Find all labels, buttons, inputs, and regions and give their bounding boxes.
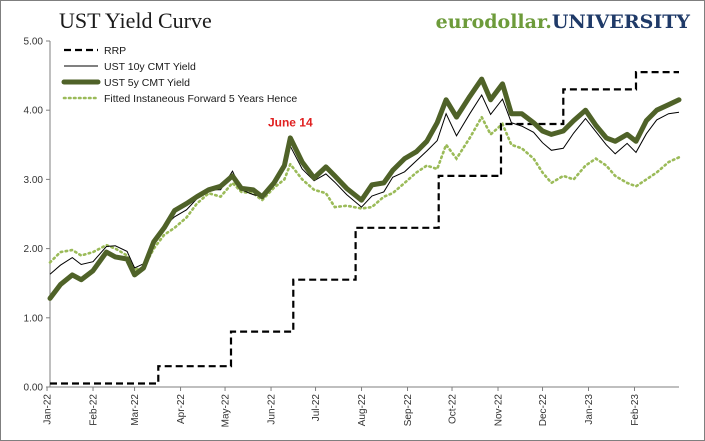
x-tick-label: Nov-22	[494, 394, 505, 427]
series-line-thick	[47, 76, 682, 301]
series-line-dashed	[50, 71, 679, 385]
legend-label: Fitted Instaneous Forward 5 Years Hence	[104, 93, 297, 105]
legend: RRP UST 10y CMT Yield UST 5y CMT Yield Fitt…	[61, 45, 297, 105]
annotation-june-14: June 14	[268, 115, 313, 129]
brand-logo: eurodollar.UNIVERSITY	[436, 11, 690, 33]
legend-label: UST 5y CMT Yield	[104, 77, 190, 89]
chart-title: UST Yield Curve	[59, 8, 212, 33]
x-tick-label: Oct-22	[448, 394, 459, 424]
x-tick-label: Dec-22	[538, 394, 549, 427]
x-tick-label: Jan-22	[43, 394, 54, 425]
y-tick-label: 3.00	[24, 175, 44, 186]
series-line-thin	[49, 93, 680, 275]
y-tick-label: 0.00	[24, 383, 44, 394]
brand-part2: UNIVERSITY	[551, 11, 690, 33]
y-tick-label: 1.00	[24, 313, 44, 324]
x-tick-label: May-22	[221, 394, 232, 428]
series-layer	[47, 71, 682, 385]
y-tick-label: 4.00	[24, 106, 44, 117]
x-tick-label: Mar-22	[130, 394, 141, 426]
x-tick-label: Feb-22	[89, 394, 100, 426]
x-tick-label: Jan-23	[584, 394, 595, 425]
x-tick-label: Apr-22	[176, 394, 187, 424]
x-tick-label: Aug-22	[357, 394, 368, 427]
y-tick-label: 2.00	[24, 244, 44, 255]
x-tick-label: Feb-23	[630, 394, 641, 426]
x-tick-label: Jul-22	[311, 394, 322, 422]
y-tick-label: 5.00	[24, 37, 44, 48]
x-tick-label: Sep-22	[403, 394, 414, 427]
axes: 0.00 1.00 2.00 3.00 4.00 5.00 Jan-22 Feb-22 Mar-…	[24, 37, 679, 428]
x-tick-label: Jun-22	[267, 394, 278, 425]
legend-label: UST 10y CMT Yield	[104, 61, 196, 73]
brand-part1: eurodollar.	[435, 11, 552, 33]
legend-label: RRP	[104, 45, 126, 57]
